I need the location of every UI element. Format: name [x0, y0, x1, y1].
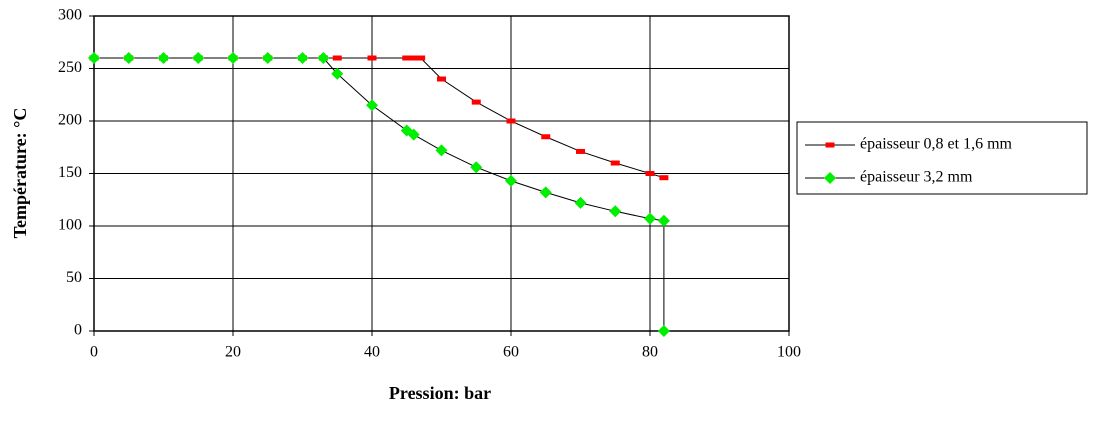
y-tick-label: 150 — [58, 164, 82, 181]
x-tick-label: 20 — [225, 344, 241, 361]
data-point — [407, 128, 420, 141]
data-point — [435, 144, 448, 157]
data-point — [409, 55, 419, 61]
x-tick-label: 0 — [90, 344, 98, 361]
legend-label: épaisseur 0,8 et 1,6 mm — [860, 136, 1013, 153]
x-tick-label: 80 — [642, 344, 658, 361]
data-point — [609, 205, 622, 218]
data-point — [659, 175, 669, 181]
data-point — [610, 160, 620, 166]
data-point — [192, 52, 205, 64]
data-point — [332, 55, 342, 61]
x-tick-label: 60 — [503, 344, 519, 361]
data-point — [227, 52, 239, 64]
x-tick-label: 40 — [364, 344, 380, 361]
series-line — [94, 57, 665, 331]
data-point — [296, 52, 309, 64]
data-point — [657, 214, 670, 227]
y-axis-label: Température: °C — [10, 108, 30, 239]
data-point — [505, 174, 517, 187]
x-tick-label: 100 — [777, 344, 801, 361]
y-tick-label: 0 — [74, 322, 82, 339]
data-point — [539, 186, 552, 199]
data-point — [645, 171, 655, 176]
data-point — [331, 67, 344, 80]
data-point — [471, 99, 481, 105]
y-tick-label: 250 — [58, 59, 82, 76]
legend-marker — [824, 172, 836, 184]
y-tick-label: 100 — [58, 217, 82, 234]
data-point — [506, 118, 516, 124]
data-point — [416, 55, 426, 61]
data-point — [317, 52, 330, 64]
data-point — [574, 196, 587, 209]
data-point — [402, 55, 412, 61]
plot-area — [93, 15, 790, 332]
data-point — [88, 52, 100, 64]
data-point — [644, 212, 656, 225]
y-tick-label: 200 — [58, 112, 82, 129]
series-line — [94, 57, 665, 179]
data-point — [576, 148, 585, 154]
y-tick-label: 300 — [58, 7, 82, 24]
data-point — [122, 52, 135, 64]
data-point — [261, 52, 274, 64]
legend-marker — [825, 142, 835, 148]
data-point — [366, 99, 378, 112]
data-point — [367, 55, 377, 61]
data-point — [657, 325, 670, 337]
data-point — [157, 52, 170, 64]
x-axis-label: Pression: bar — [389, 383, 491, 403]
legend-label: épaisseur 3,2 mm — [860, 169, 973, 186]
y-tick-label: 50 — [66, 269, 82, 286]
legend-box — [796, 121, 1088, 195]
data-point — [470, 161, 483, 174]
data-point — [541, 134, 551, 140]
data-point — [437, 76, 446, 82]
